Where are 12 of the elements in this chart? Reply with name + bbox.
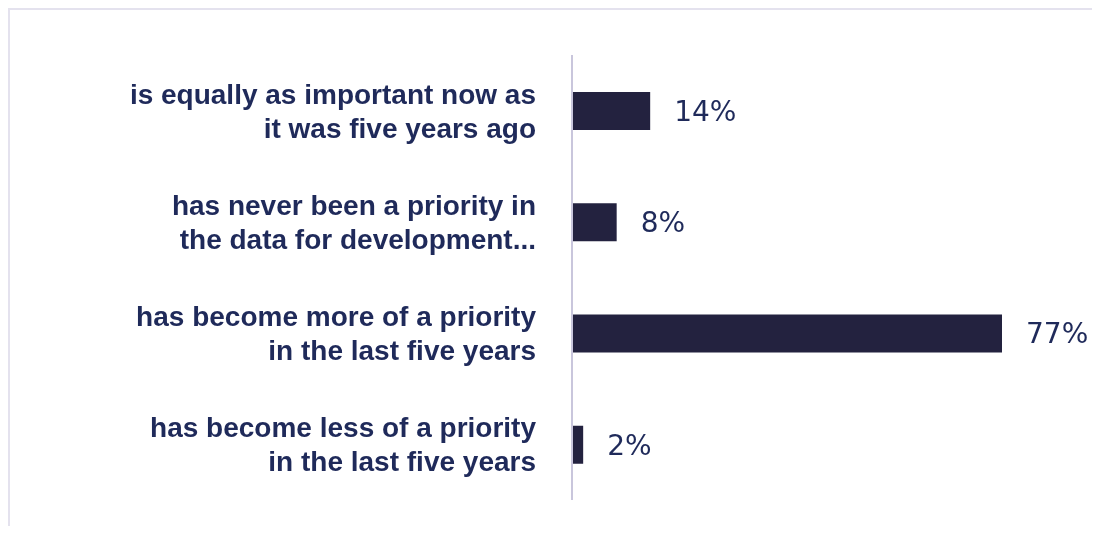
data-label: 8% (640, 206, 686, 240)
data-label: 77% (1026, 317, 1089, 351)
y-tick-label: has never been a priority in the data for development... (171, 189, 536, 255)
bar (572, 425, 584, 464)
y-tick-label: has become more of a priority in the last five years (136, 300, 537, 366)
data-label: 2% (607, 428, 652, 462)
bar (572, 92, 651, 130)
bar (572, 203, 617, 242)
y-tick-label: is equally as important now as it was five years ago (129, 78, 536, 144)
data-label: 14% (674, 94, 737, 128)
bar (572, 314, 1002, 353)
y-tick-label: has become less of a priority in the last five years (150, 411, 537, 477)
